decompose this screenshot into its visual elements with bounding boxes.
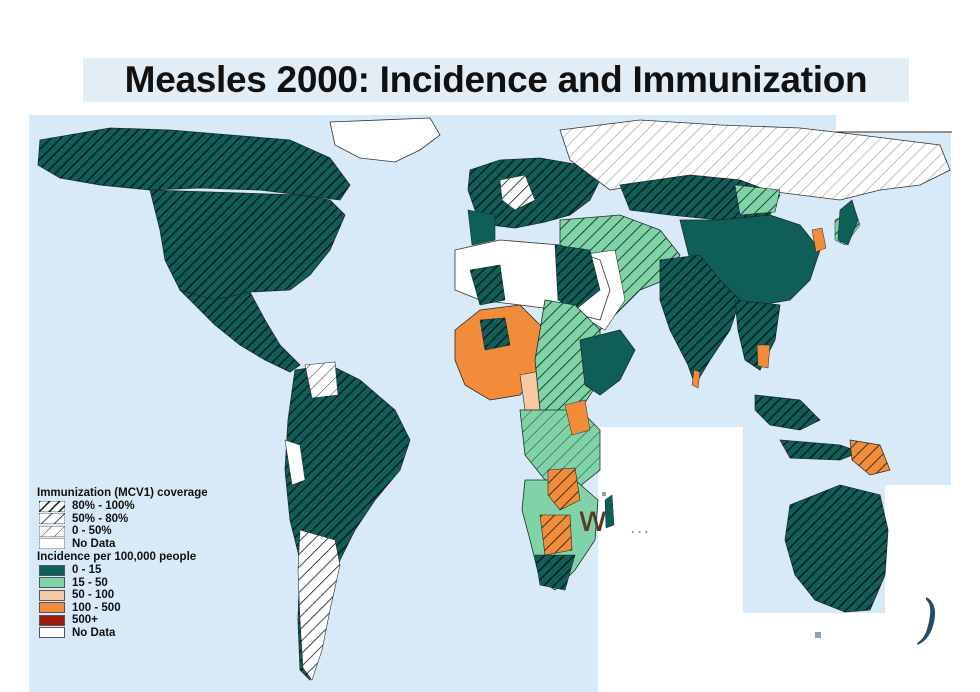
legend-label: 0 - 50% xyxy=(72,525,112,538)
blank-region xyxy=(598,427,743,692)
south-asia xyxy=(659,254,781,389)
stray-w-glyph: w xyxy=(578,499,608,540)
legend-row-incidence: No Data xyxy=(39,627,277,640)
incidence-swatch xyxy=(39,577,65,589)
incidence-swatch xyxy=(39,564,65,576)
russia xyxy=(559,119,951,221)
incidence-legend-heading: Incidence per 100,000 people xyxy=(37,551,197,563)
medium-hatch-swatch xyxy=(39,513,65,525)
stray-dots: ... xyxy=(630,517,651,538)
south-america xyxy=(284,361,411,681)
immunization-legend-heading: Immunization (MCV1) coverage xyxy=(37,487,208,499)
legend-label: 100 - 500 xyxy=(72,601,121,614)
stray-paren: ) xyxy=(918,590,939,650)
indonesia xyxy=(754,394,891,476)
incidence-swatch xyxy=(39,627,65,639)
legend-label: 50% - 80% xyxy=(72,512,129,525)
legend-row-incidence: 500+ xyxy=(39,614,277,627)
incidence-swatch xyxy=(39,589,65,601)
legend-label: 15 - 50 xyxy=(72,576,108,589)
legend-label: No Data xyxy=(72,537,116,550)
legend-row-incidence: 50 - 100 xyxy=(39,589,277,602)
map-title: Measles 2000: Incidence and Immunization xyxy=(83,58,909,102)
map-legend: Immunization (MCV1) coverage 80% - 100% … xyxy=(37,486,277,639)
north-america xyxy=(37,127,351,373)
legend-row-immunization-mid: 50% - 80% xyxy=(39,513,277,526)
legend-label: 500+ xyxy=(72,614,98,627)
legend-row-incidence: 0 - 15 xyxy=(39,564,277,577)
dense-hatch-swatch xyxy=(39,500,65,512)
legend-label: 0 - 15 xyxy=(72,564,102,577)
legend-label: No Data xyxy=(72,626,116,639)
australia xyxy=(784,484,889,613)
legend-row-incidence: 15 - 50 xyxy=(39,577,277,590)
legend-row-immunization-high: 80% - 100% xyxy=(39,500,277,513)
legend-row-incidence: 100 - 500 xyxy=(39,602,277,615)
legend-row-immunization-low: 0 - 50% xyxy=(39,525,277,538)
no-hatch-swatch xyxy=(39,538,65,550)
africa xyxy=(454,239,636,591)
legend-row-immunization-nodata: No Data xyxy=(39,538,277,551)
legend-label: 80% - 100% xyxy=(72,500,135,513)
japan xyxy=(837,199,859,246)
sparse-hatch-swatch xyxy=(39,525,65,537)
greenland xyxy=(329,117,441,163)
legend-label: 50 - 100 xyxy=(72,589,115,602)
incidence-swatch xyxy=(39,602,65,614)
incidence-swatch xyxy=(39,614,65,626)
europe xyxy=(467,157,601,246)
